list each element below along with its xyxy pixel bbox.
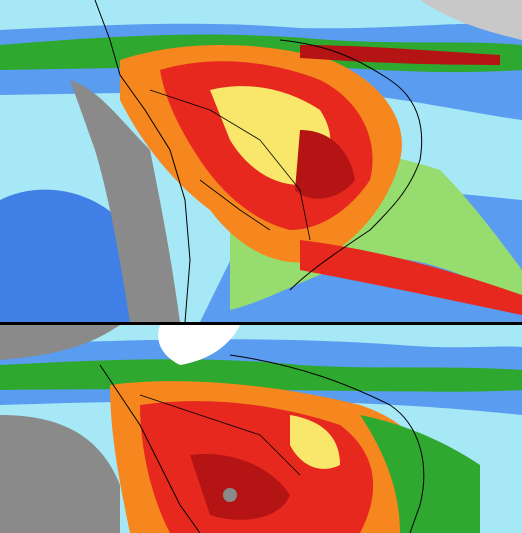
rain-band-red-atlantic — [300, 240, 522, 315]
dry-zone-gray — [0, 325, 120, 360]
rain-core-yellow — [290, 415, 340, 469]
map-canvas-top — [0, 0, 522, 322]
dry-zone-caribbean — [420, 0, 522, 40]
precipitation-map-top — [0, 0, 522, 322]
coastline-east — [279, 39, 423, 291]
rain-band-green-east — [360, 415, 480, 533]
coastline-west — [99, 364, 201, 533]
dry-zone-white — [158, 325, 240, 365]
panel-divider — [0, 322, 522, 325]
country-border-lines — [139, 394, 301, 476]
country-border-lines-2 — [199, 179, 271, 231]
rain-band-blue-pacific — [0, 189, 130, 322]
dry-zone-pacific — [0, 415, 120, 533]
dry-spot-gray — [223, 488, 237, 502]
rain-band-red-north — [300, 45, 500, 65]
dry-zone-andes-coast — [70, 80, 180, 322]
country-border-lines — [149, 89, 311, 241]
rain-core-dark-red — [295, 130, 355, 199]
coastline-east — [229, 354, 425, 533]
precipitation-map-bottom — [0, 325, 522, 533]
rain-core-dark-red — [190, 454, 290, 520]
coastline-west — [94, 0, 191, 322]
map-canvas-bottom — [0, 325, 522, 533]
